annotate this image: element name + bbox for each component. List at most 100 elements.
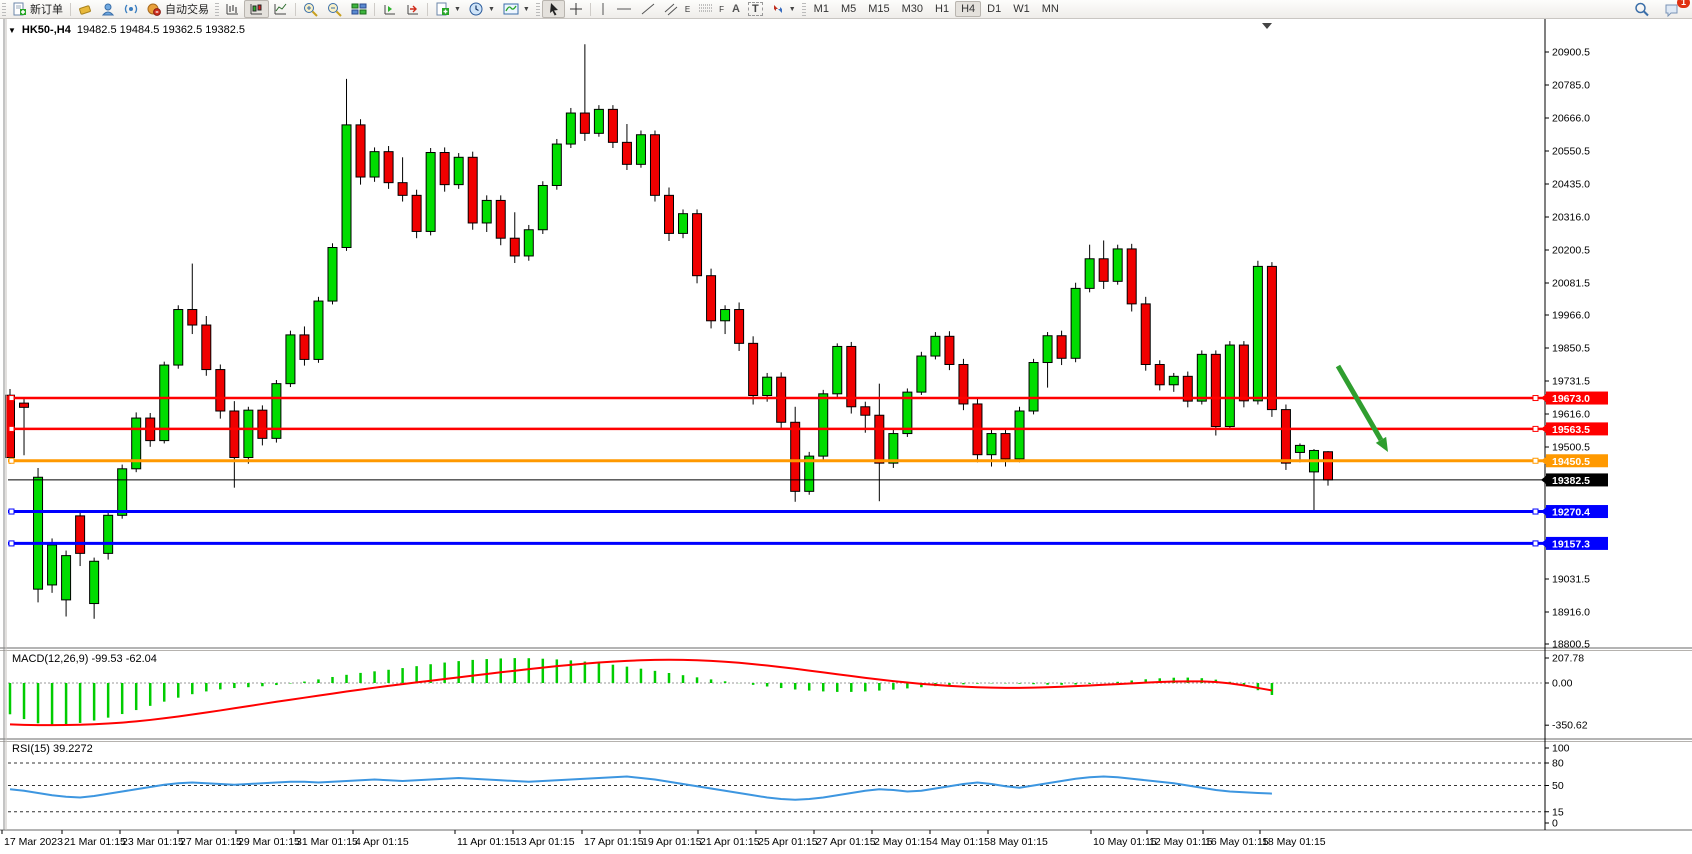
level-anchor[interactable]	[1532, 540, 1539, 547]
timeframe-h1-button[interactable]: H1	[935, 3, 950, 15]
signal-button[interactable]	[120, 1, 143, 17]
timeframe-w1-button[interactable]: W1	[1013, 3, 1030, 15]
timeframe-h4-button[interactable]: H4	[955, 1, 982, 17]
level-anchor[interactable]	[8, 425, 15, 432]
rsi-tick-label: 50	[1552, 780, 1564, 792]
level-anchor[interactable]	[1532, 395, 1539, 402]
horizontal-line-tool-button[interactable]	[612, 1, 636, 17]
candle-up	[1070, 287, 1081, 359]
timeframe-m5-button[interactable]: M5	[840, 3, 857, 15]
notifications-button[interactable]: 1	[1660, 0, 1690, 17]
fibonacci-tool-button[interactable]: F	[694, 1, 728, 17]
zoom-out-button[interactable]	[323, 1, 347, 17]
price-level-pointer	[1541, 456, 1546, 465]
annotation-arrow-shaft[interactable]	[1335, 364, 1384, 442]
candle-up	[832, 345, 843, 395]
price-level-badge	[1546, 536, 1608, 550]
candle-down	[439, 151, 450, 186]
search-button[interactable]	[1630, 1, 1654, 17]
candle-down	[495, 199, 506, 239]
price-tick-label: 20200.5	[1552, 245, 1590, 257]
timeframe-m15-button[interactable]: M15	[868, 3, 890, 15]
candle-up	[327, 247, 338, 302]
chat-bubble-icon	[1665, 4, 1678, 17]
price-level-badge	[1546, 422, 1608, 436]
rsi-tick-label: 80	[1552, 758, 1564, 770]
symbol-dropdown-icon[interactable]: ▼	[8, 25, 16, 35]
eraser-button[interactable]	[74, 1, 97, 17]
new-template-button[interactable]: ▼	[431, 1, 465, 17]
candle-up	[593, 108, 604, 134]
search-icon	[1635, 2, 1649, 16]
zoom-in-button[interactable]	[299, 1, 323, 17]
level-anchor[interactable]	[1532, 508, 1539, 515]
level-anchor[interactable]	[8, 508, 15, 515]
text-label-tool-button[interactable]: T	[744, 1, 767, 17]
candle-down	[299, 334, 310, 360]
autotrade-button[interactable]: 自动交易	[143, 1, 213, 17]
profiles-button[interactable]	[97, 1, 120, 17]
main-toolbar: 新订单 自动交易	[0, 0, 1692, 19]
candlestick-chart-icon	[250, 4, 262, 15]
candle-up	[986, 433, 997, 456]
macd-pane[interactable]	[8, 650, 1545, 739]
date-axis[interactable]	[1, 830, 1261, 834]
autoscroll-button[interactable]	[378, 1, 401, 17]
dropdown-caret-icon: ▼	[522, 5, 530, 13]
level-anchor[interactable]	[1532, 457, 1539, 464]
toolbar-grip[interactable]	[2, 2, 6, 16]
toolbar-grip[interactable]	[801, 2, 806, 16]
trendline-icon	[641, 3, 655, 15]
chart-shift-icon	[407, 5, 418, 15]
candle-down	[860, 406, 871, 416]
annotation-arrow-head[interactable]	[1375, 436, 1388, 452]
indicators-button[interactable]: ▼	[499, 1, 534, 17]
date-tick-label: 27 Apr 01:15	[816, 836, 876, 848]
timeframe-m30-button[interactable]: M30	[901, 3, 924, 15]
date-tick-label: 13 Apr 01:15	[515, 836, 575, 848]
toolbar-grip[interactable]	[535, 2, 540, 16]
candle-down	[229, 410, 240, 459]
trendline-tool-button[interactable]	[636, 1, 660, 17]
bar-chart-button[interactable]	[221, 1, 244, 17]
text-tool-button[interactable]: A	[728, 1, 744, 17]
candle-down	[1266, 265, 1277, 411]
chart-shift-marker[interactable]	[1262, 23, 1272, 29]
main-price-pane[interactable]	[8, 20, 1545, 648]
crosshair-tool-button[interactable]	[565, 1, 587, 17]
macd-tick-label: -350.62	[1552, 720, 1588, 732]
chart-shift-button[interactable]	[401, 1, 424, 17]
chart-canvas[interactable]: 20900.5 20785.0 20666.0 20550.5 20435.0 20316…	[0, 18, 1692, 854]
level-anchor[interactable]	[1532, 425, 1539, 432]
candle-down	[1154, 363, 1165, 386]
vertical-line-tool-button[interactable]	[594, 1, 612, 17]
zoom-out-icon	[328, 2, 342, 17]
level-anchor[interactable]	[8, 457, 15, 464]
price-level-label: 19673.0	[1552, 393, 1590, 405]
equidistant-channel-tool-button[interactable]: E	[660, 1, 694, 17]
candle-up	[916, 355, 927, 393]
date-tick-label: 25 Apr 01:15	[758, 836, 818, 848]
candle-up	[762, 376, 773, 397]
timeframe-d1-button[interactable]: D1	[987, 3, 1002, 15]
price-axis[interactable]	[1545, 51, 1549, 645]
date-tick-label: 21 Apr 01:15	[700, 836, 760, 848]
timeframe-m1-button[interactable]: M1	[813, 3, 829, 15]
candle-down	[734, 309, 745, 344]
level-anchor[interactable]	[8, 540, 15, 547]
candlestick-chart-button[interactable]	[244, 0, 269, 18]
candle-up	[537, 184, 548, 231]
channel-icon	[664, 3, 678, 16]
autoscroll-icon	[384, 5, 395, 15]
candle-down	[1210, 353, 1221, 428]
arrows-tool-button[interactable]: ▼	[767, 1, 800, 17]
periods-button[interactable]: ▼	[465, 1, 499, 17]
tile-windows-button[interactable]	[347, 1, 371, 17]
timeframe-mn-button[interactable]: MN	[1041, 3, 1059, 15]
new-order-button[interactable]: 新订单	[8, 1, 67, 17]
toolbar-grip[interactable]	[215, 2, 219, 16]
line-chart-button[interactable]	[269, 1, 292, 17]
level-anchor[interactable]	[8, 395, 15, 402]
cursor-tool-button[interactable]	[541, 0, 565, 18]
date-tick-label: 17 Mar 2023	[4, 836, 63, 848]
